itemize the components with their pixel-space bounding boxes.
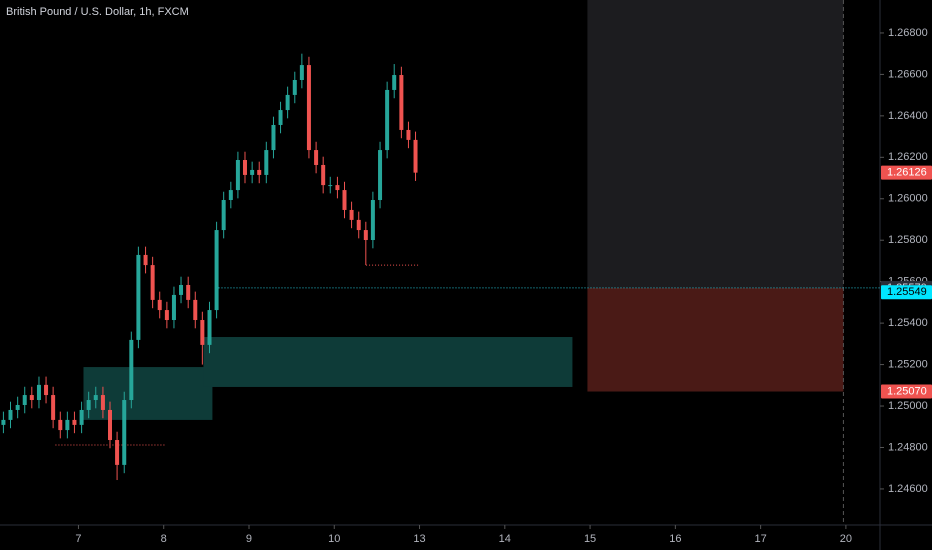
candle-body	[86, 400, 91, 410]
price-label-box	[881, 165, 932, 180]
candle-body	[321, 164, 326, 186]
candle-body	[122, 400, 127, 465]
zone	[83, 367, 213, 420]
candle-body	[164, 310, 169, 321]
zone	[587, 287, 844, 392]
candle-body	[143, 254, 148, 266]
candle-body	[228, 190, 233, 201]
candle-body	[299, 65, 304, 81]
candle-body	[356, 219, 361, 231]
y-tick-label: 1.26400	[888, 110, 928, 122]
x-tick-label: 14	[499, 533, 511, 545]
price-label: 1.25549	[887, 286, 927, 298]
candle-body	[93, 395, 98, 401]
price-label-box	[881, 384, 932, 399]
zone	[203, 337, 573, 387]
candle-body	[278, 110, 283, 125]
zone	[587, 0, 844, 288]
candle-body	[335, 185, 340, 191]
candle-body	[370, 200, 375, 241]
y-tick-label: 1.25000	[888, 400, 928, 412]
candle-body	[136, 254, 141, 340]
candle-body	[1, 419, 6, 425]
y-tick-label: 1.26800	[888, 27, 928, 39]
y-tick-label: 1.26600	[888, 68, 928, 80]
x-tick-label: 16	[669, 533, 681, 545]
candle-body	[285, 94, 290, 111]
candle-body	[29, 395, 34, 401]
y-tick-label: 1.24600	[888, 483, 928, 495]
candle-body	[264, 150, 269, 175]
candle-body	[150, 265, 155, 300]
candle-body	[100, 395, 105, 410]
y-tick-label: 1.25200	[888, 358, 928, 370]
candle-body	[58, 419, 63, 431]
x-tick-label: 20	[840, 533, 852, 545]
candle-body	[271, 124, 276, 151]
candle-body	[235, 160, 240, 191]
candle-body	[314, 150, 319, 165]
candle-body	[292, 80, 297, 95]
chart-title: British Pound / U.S. Dollar, 1h, FXCM	[6, 6, 189, 18]
candle-body	[8, 409, 13, 420]
price-label-box	[881, 285, 932, 300]
x-tick-label: 17	[754, 533, 766, 545]
candle-body	[171, 294, 176, 321]
candle-body	[221, 200, 226, 231]
price-label: 1.26126	[887, 167, 927, 179]
candle-body	[15, 404, 20, 410]
candle-body	[363, 230, 368, 241]
candle-body	[51, 395, 56, 420]
y-tick-label: 1.26000	[888, 193, 928, 205]
plot-area	[1, 0, 880, 525]
x-tick-label: 7	[75, 533, 81, 545]
candle-body	[108, 409, 112, 441]
x-tick-label: 8	[161, 533, 167, 545]
y-tick-label: 1.24800	[888, 441, 928, 453]
candle-body	[207, 310, 212, 345]
candle-body	[378, 150, 383, 201]
candle-body	[214, 230, 219, 311]
y-tick-label: 1.25400	[888, 317, 928, 329]
candle-body	[79, 409, 84, 425]
candle-body	[306, 65, 311, 151]
candle-body	[392, 75, 397, 90]
y-tick-label: 1.26200	[888, 151, 928, 163]
x-tick-label: 9	[246, 533, 252, 545]
y-tick-label: 1.25800	[888, 234, 928, 246]
candle-body	[179, 284, 184, 295]
x-tick-label: 13	[413, 533, 425, 545]
candle-body	[328, 185, 333, 187]
candle-body	[129, 339, 134, 401]
candle-body	[406, 129, 411, 140]
candle-body	[115, 440, 120, 465]
x-tick-label: 15	[584, 533, 596, 545]
candle-body	[22, 395, 27, 405]
candle-body	[36, 384, 41, 401]
candle-body	[250, 169, 255, 175]
x-tick-label: 10	[328, 533, 340, 545]
candle-body	[193, 299, 198, 321]
candle-body	[200, 320, 205, 345]
candle-body	[413, 139, 418, 173]
candle-body	[257, 169, 262, 175]
candle-body	[44, 384, 49, 396]
candle-body	[342, 190, 347, 210]
candle-body	[242, 160, 247, 175]
candle-body	[186, 284, 191, 300]
price-label: 1.25070	[887, 385, 927, 397]
candle-body	[349, 209, 354, 220]
candle-body	[72, 419, 77, 425]
candle-body	[157, 299, 162, 311]
candle-body	[385, 89, 390, 151]
candle-body	[65, 419, 70, 431]
candle-body	[399, 75, 404, 130]
